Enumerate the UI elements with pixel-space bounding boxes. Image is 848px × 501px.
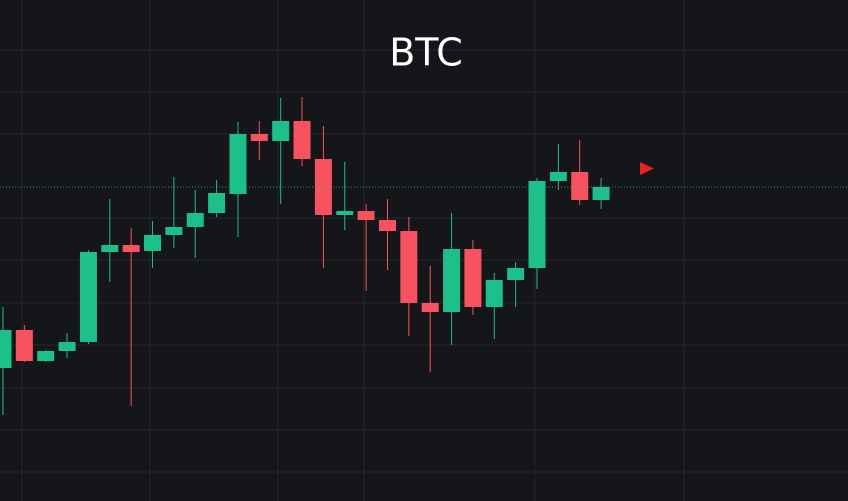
candle-body (122, 245, 140, 252)
candle-body (208, 193, 226, 213)
candle-body (37, 351, 55, 361)
candle-body (272, 121, 290, 141)
candle-body (549, 172, 567, 181)
candle-body (101, 245, 119, 252)
candle-body (58, 342, 76, 351)
candle-body (293, 121, 311, 159)
candle-body (528, 181, 546, 268)
candles (0, 97, 848, 415)
candle-body (336, 211, 354, 215)
candle-body (144, 235, 162, 251)
candle-body (357, 211, 375, 220)
candle-body (250, 134, 268, 141)
candle-body (314, 159, 332, 215)
candle-body (15, 330, 33, 361)
candle-body (165, 227, 183, 235)
arrow-annotation (170, 162, 654, 175)
candle-body (464, 249, 482, 307)
candle-body (421, 303, 439, 312)
candle-body (229, 134, 247, 194)
candle-body (592, 187, 610, 200)
arrow-head (640, 162, 654, 175)
candle-body (79, 252, 97, 342)
candle-body (507, 268, 525, 280)
candle-body (0, 330, 12, 368)
chart-title: BTC (389, 31, 463, 75)
candle-body (443, 249, 461, 312)
candle-body (378, 220, 396, 231)
candle-body (485, 280, 503, 307)
candle-body (186, 213, 204, 227)
candle-body (571, 172, 589, 200)
candle-body (400, 231, 418, 303)
